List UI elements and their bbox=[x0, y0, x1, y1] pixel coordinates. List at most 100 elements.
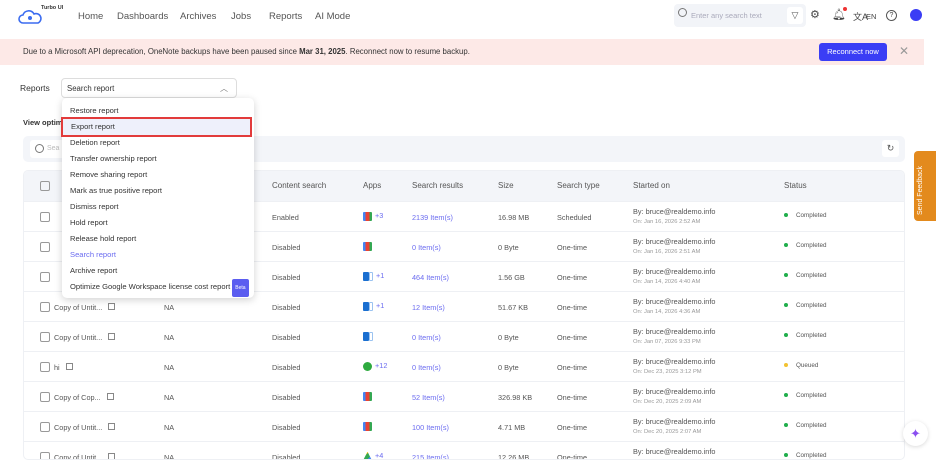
search-results-link[interactable]: 464 Item(s) bbox=[412, 273, 449, 282]
table-row[interactable]: Copy of Untit... NA Disabled +4 215 Item… bbox=[24, 441, 904, 460]
menu-item-label: Transfer ownership report bbox=[70, 154, 157, 163]
menu-item[interactable]: Remove sharing report bbox=[62, 167, 254, 183]
row-checkbox[interactable] bbox=[40, 362, 50, 372]
close-icon[interactable]: ✕ bbox=[899, 44, 910, 58]
external-link-icon[interactable] bbox=[65, 363, 73, 370]
avatar[interactable] bbox=[910, 9, 922, 21]
more-apps-count[interactable]: +3 bbox=[375, 211, 384, 220]
report-name[interactable]: Copy of Untit... bbox=[54, 423, 116, 432]
feedback-label: Send Feedback bbox=[917, 165, 924, 215]
reports-label: Reports bbox=[20, 83, 50, 93]
nav-home[interactable]: Home bbox=[78, 11, 104, 22]
search-results-link[interactable]: 100 Item(s) bbox=[412, 423, 449, 432]
nav-ai-mode[interactable]: AI Mode bbox=[315, 11, 351, 22]
translate-icon[interactable]: 文A bbox=[853, 12, 869, 22]
more-apps-count[interactable]: +4 bbox=[375, 451, 384, 460]
external-link-icon[interactable] bbox=[108, 303, 116, 310]
row-checkbox[interactable] bbox=[40, 332, 50, 342]
help-icon[interactable]: ? bbox=[886, 10, 897, 21]
table-row[interactable]: Enabled +3 2139 Item(s) 16.98 MB Schedul… bbox=[24, 201, 904, 231]
size-value: 12.26 MB bbox=[498, 453, 530, 460]
nav-jobs[interactable]: Jobs bbox=[231, 11, 252, 22]
select-all-checkbox[interactable] bbox=[40, 181, 50, 191]
search-results-link[interactable]: 0 Item(s) bbox=[412, 363, 441, 372]
search-results-link[interactable]: 12 Item(s) bbox=[412, 303, 445, 312]
row-checkbox[interactable] bbox=[40, 212, 50, 222]
report-name[interactable]: Copy of Untit... bbox=[54, 303, 116, 312]
nav-archives[interactable]: Archives bbox=[180, 11, 217, 22]
language-label[interactable]: EN bbox=[866, 12, 877, 21]
bell-icon[interactable]: 🔔︎ bbox=[832, 7, 847, 21]
table-row[interactable]: Copy of Cop... NA Disabled 52 Item(s) 32… bbox=[24, 381, 904, 411]
nav-reports[interactable]: Reports bbox=[269, 11, 303, 22]
table-row[interactable]: hi NA Disabled +12 0 Item(s) 0 Byte One-… bbox=[24, 351, 904, 381]
row-checkbox[interactable] bbox=[40, 242, 50, 252]
global-search[interactable]: Enter any search text ▽ bbox=[674, 4, 806, 27]
view-optimization-link[interactable]: View optimi bbox=[23, 118, 65, 127]
refresh-icon[interactable]: ↻ bbox=[882, 140, 899, 157]
menu-item[interactable]: Optimize Google Workspace license cost r… bbox=[62, 279, 254, 297]
menu-item[interactable]: Deletion report bbox=[62, 135, 254, 151]
ai-sparkle-icon[interactable]: ✦ bbox=[903, 421, 928, 446]
outlook-icon bbox=[363, 301, 376, 311]
reconnect-now-button[interactable]: Reconnect now bbox=[819, 43, 887, 61]
started-by: By: bruce@realdemo.info bbox=[633, 237, 716, 246]
app-icons bbox=[363, 391, 375, 401]
table-row[interactable]: Disabled 0 Item(s) 0 Byte One-time By: b… bbox=[24, 231, 904, 261]
status-badge: Completed bbox=[784, 332, 826, 339]
report-type-select[interactable]: Search report ︿ bbox=[61, 78, 237, 98]
content-search-value: Enabled bbox=[272, 213, 299, 222]
content-search-value: Disabled bbox=[272, 363, 301, 372]
external-link-icon[interactable] bbox=[106, 393, 114, 400]
filter-icon[interactable]: ▽ bbox=[787, 7, 803, 24]
table-row[interactable]: Copy of Untit... NA Disabled 100 Item(s)… bbox=[24, 411, 904, 441]
table-row[interactable]: Copy of Untit... NA Disabled 0 Item(s) 0… bbox=[24, 321, 904, 351]
search-results-link[interactable]: 0 Item(s) bbox=[412, 333, 441, 342]
header-status: Status bbox=[784, 181, 807, 190]
menu-item[interactable]: Release hold report bbox=[62, 231, 254, 247]
table-row[interactable]: Disabled +1 464 Item(s) 1.56 GB One-time… bbox=[24, 261, 904, 291]
status-badge: Completed bbox=[784, 242, 826, 249]
row-checkbox[interactable] bbox=[40, 452, 50, 459]
gear-icon[interactable]: ⚙ bbox=[810, 9, 820, 21]
more-apps-count[interactable]: +1 bbox=[376, 301, 385, 310]
report-name[interactable]: hi bbox=[54, 363, 73, 372]
menu-item[interactable]: Export report bbox=[61, 117, 252, 137]
report-name[interactable]: Copy of Untit... bbox=[54, 453, 116, 459]
menu-item[interactable]: Mark as true positive report bbox=[62, 183, 254, 199]
search-results-link[interactable]: 215 Item(s) bbox=[412, 453, 449, 460]
search-results-link[interactable]: 0 Item(s) bbox=[412, 243, 441, 252]
row-checkbox[interactable] bbox=[40, 392, 50, 402]
gmail-icon bbox=[363, 391, 375, 401]
app-icons: +1 bbox=[363, 271, 384, 281]
table-row[interactable]: Copy of Untit... NA Disabled +1 12 Item(… bbox=[24, 291, 904, 321]
menu-item[interactable]: Search report bbox=[62, 247, 254, 263]
content-search-value: Disabled bbox=[272, 303, 301, 312]
search-results-link[interactable]: 52 Item(s) bbox=[412, 393, 445, 402]
menu-item[interactable]: Transfer ownership report bbox=[62, 151, 254, 167]
more-apps-count[interactable]: +1 bbox=[376, 271, 385, 280]
content-search-value: Disabled bbox=[272, 243, 301, 252]
more-apps-count[interactable]: +12 bbox=[375, 361, 388, 370]
logo[interactable]: Turbo UI bbox=[18, 5, 63, 25]
report-name[interactable]: Copy of Untit... bbox=[54, 333, 116, 342]
row-checkbox[interactable] bbox=[40, 422, 50, 432]
menu-item[interactable]: Dismiss report bbox=[62, 199, 254, 215]
external-link-icon[interactable] bbox=[108, 333, 116, 340]
external-link-icon[interactable] bbox=[108, 453, 116, 459]
started-on: On: Dec 20, 2025 2:09 AM bbox=[633, 399, 702, 405]
search-results-link[interactable]: 2139 Item(s) bbox=[412, 213, 453, 222]
status-badge: Completed bbox=[784, 452, 826, 459]
menu-item-label: Hold report bbox=[70, 218, 108, 227]
send-feedback-button[interactable]: Send Feedback bbox=[914, 151, 936, 221]
row-checkbox[interactable] bbox=[40, 272, 50, 282]
nav-dashboards[interactable]: Dashboards bbox=[117, 11, 169, 22]
menu-item[interactable]: Restore report bbox=[62, 103, 254, 119]
external-link-icon[interactable] bbox=[108, 423, 116, 430]
search-type-value: One-time bbox=[557, 393, 588, 402]
menu-item[interactable]: Archive report bbox=[62, 263, 254, 279]
menu-item[interactable]: Hold report bbox=[62, 215, 254, 231]
search-type-value: One-time bbox=[557, 423, 588, 432]
row-checkbox[interactable] bbox=[40, 302, 50, 312]
report-name[interactable]: Copy of Cop... bbox=[54, 393, 114, 402]
